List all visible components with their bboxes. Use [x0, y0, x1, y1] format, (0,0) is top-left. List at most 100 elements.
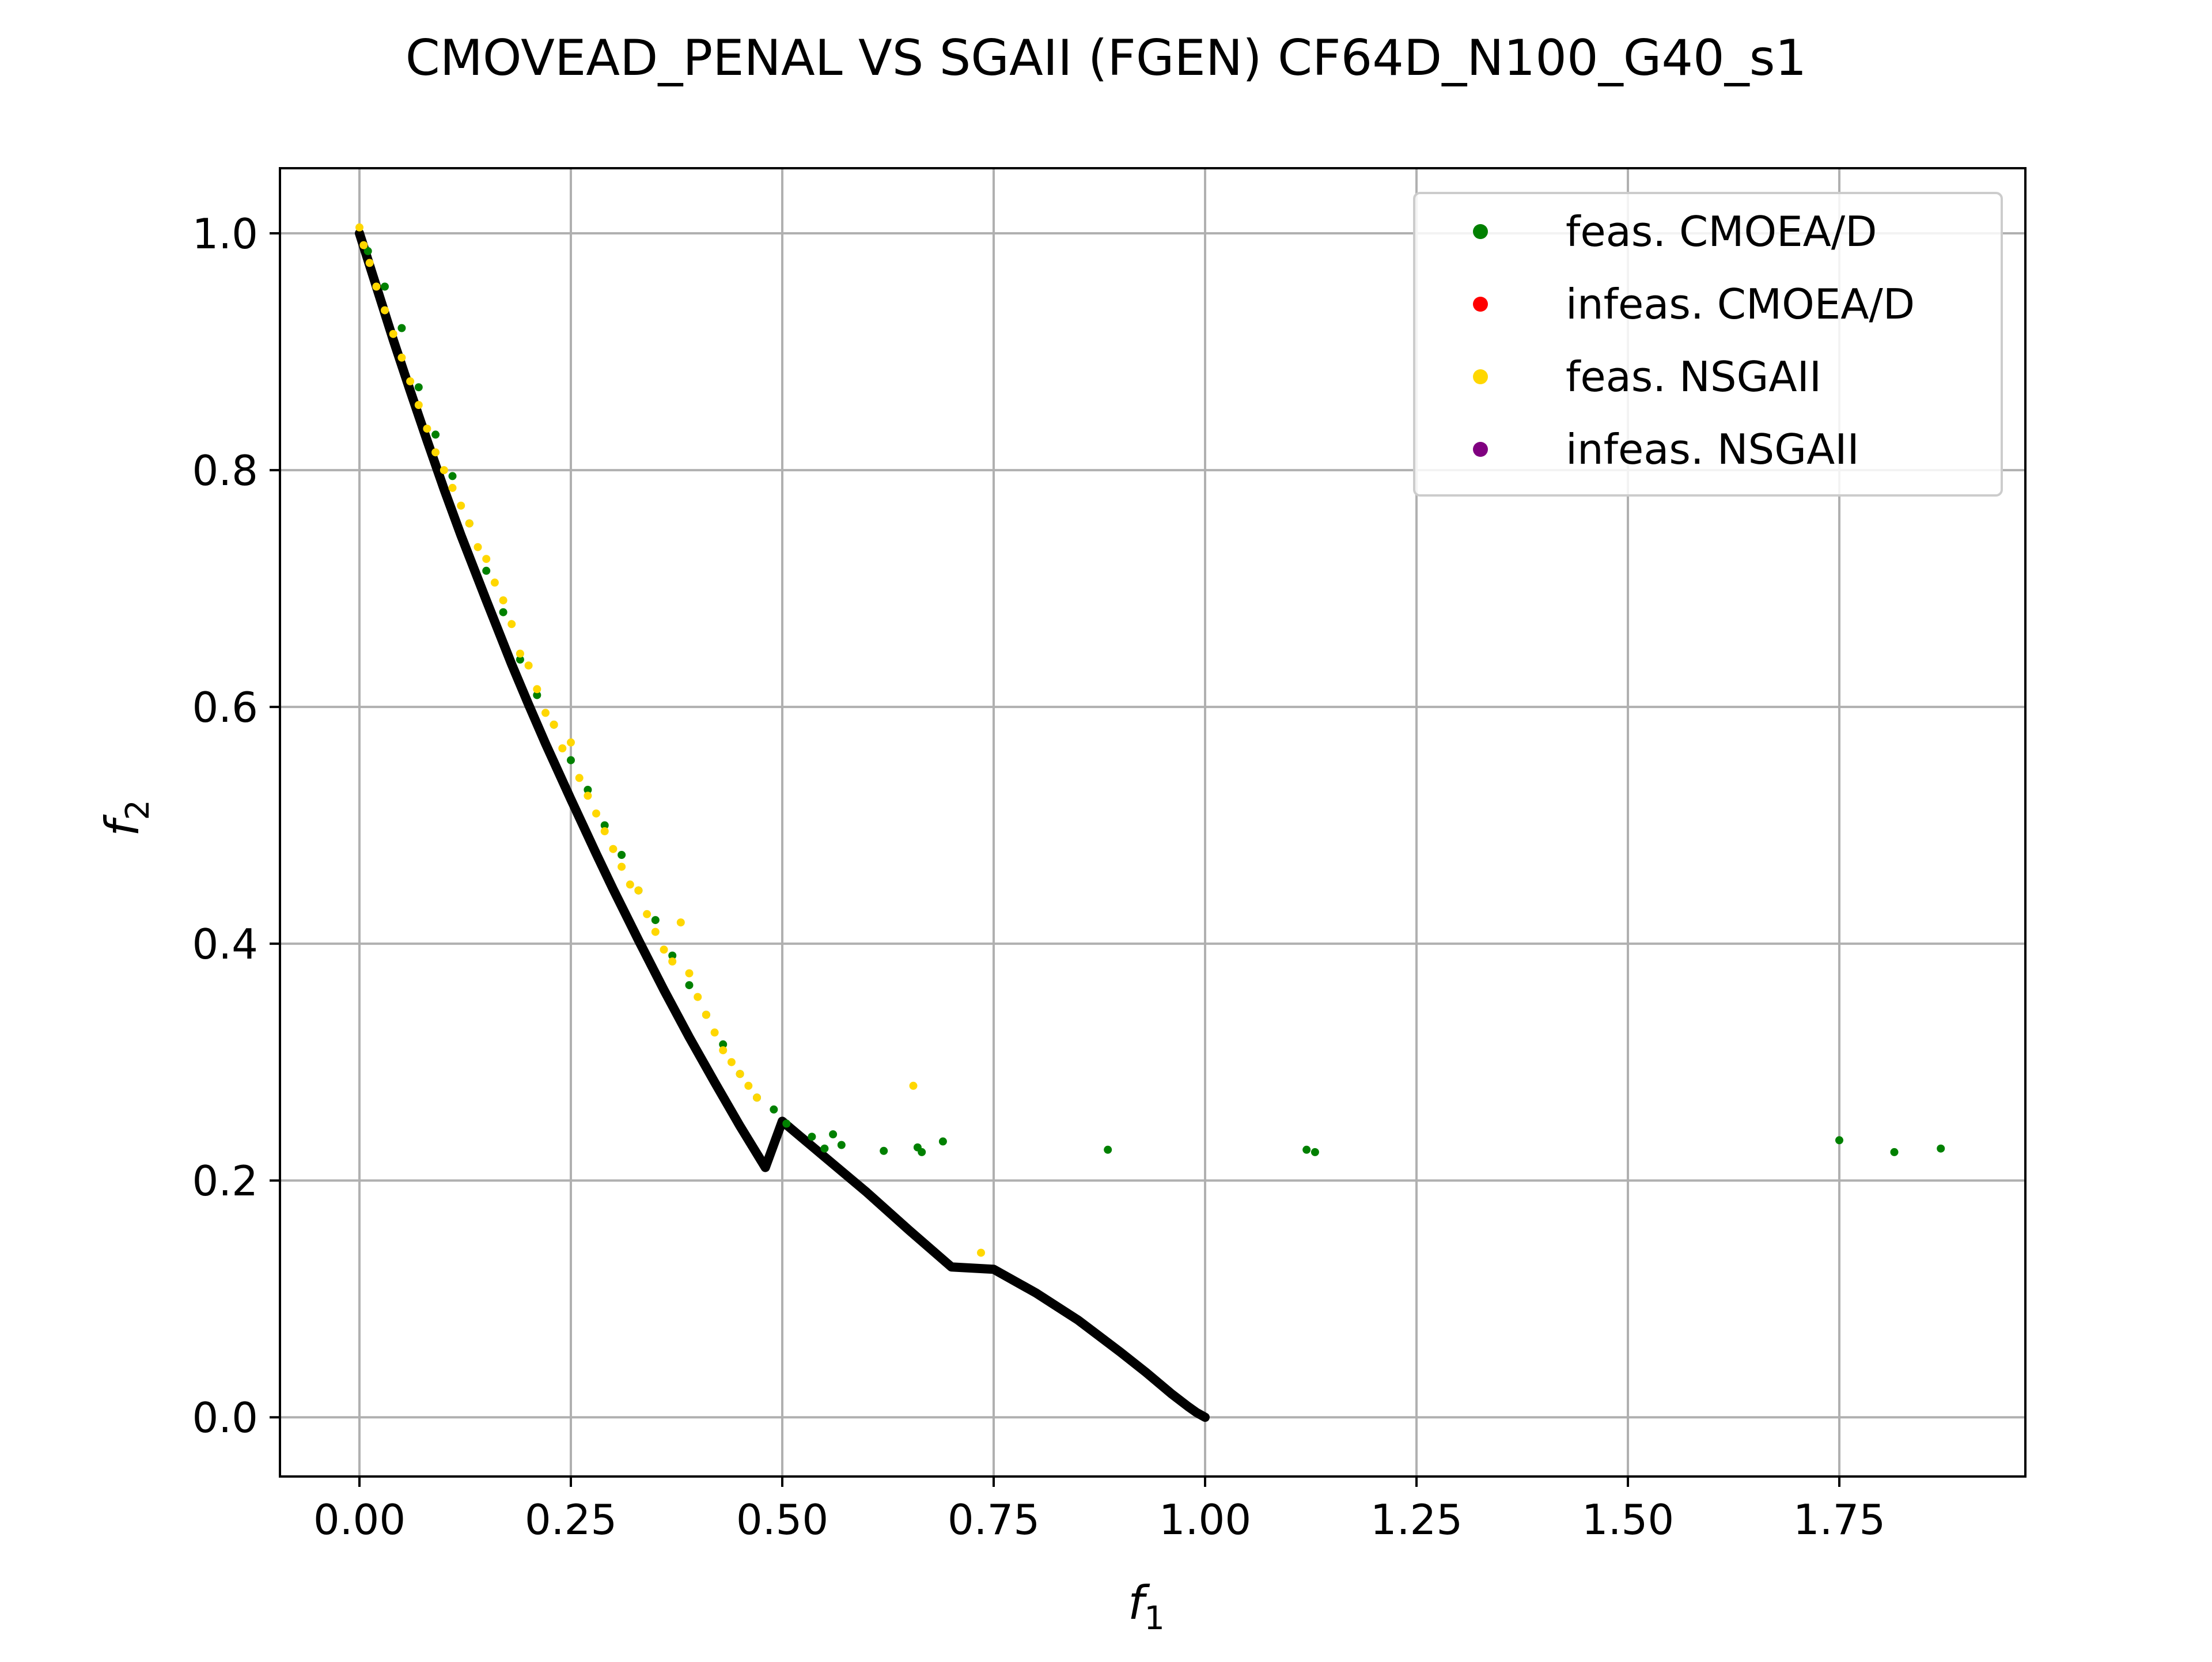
point-series-2: [676, 918, 685, 927]
legend: feas. CMOEA/D infeas. CMOEA/D feas. NSGA…: [1413, 192, 2003, 497]
x-tick-label: 0.50: [736, 1496, 828, 1544]
point-series-2: [634, 886, 643, 895]
point-series-0: [431, 430, 440, 439]
point-series-2: [626, 880, 634, 889]
x-tick-label: 1.50: [1582, 1496, 1674, 1544]
point-series-2: [618, 862, 626, 871]
point-series-0: [1310, 1148, 1319, 1156]
point-series-0: [414, 383, 423, 392]
point-series-0: [782, 1119, 791, 1128]
point-series-2: [710, 1028, 719, 1037]
point-series-2: [465, 519, 474, 528]
chart-title: CMOVEAD_PENAL VS SGAII (FGEN) CF64D_N100…: [406, 29, 1807, 87]
point-series-2: [440, 466, 448, 475]
point-series-2: [575, 774, 584, 782]
point-series-0: [808, 1133, 816, 1141]
y-tick-label: 1.0: [192, 210, 258, 258]
point-series-2: [372, 282, 381, 291]
point-series-0: [618, 851, 626, 859]
point-series-2: [736, 1070, 744, 1078]
point-series-0: [448, 472, 457, 480]
y-tick-label: 0.8: [192, 446, 258, 495]
point-series-2: [355, 223, 363, 232]
point-series-0: [651, 916, 660, 925]
legend-box: [1413, 192, 2003, 497]
legend-label-feas-cmoead: feas. CMOEA/D: [1566, 207, 1877, 256]
y-tick-label: 0.2: [192, 1157, 258, 1205]
point-series-0: [880, 1146, 888, 1155]
legend-label-infeas-cmoead: infeas. CMOEA/D: [1566, 280, 1915, 328]
x-tick-label: 0.25: [525, 1496, 617, 1544]
legend-label-infeas-nsgaii: infeas. NSGAII: [1566, 425, 1859, 474]
legend-marker-feas-cmoead: [1473, 224, 1488, 239]
point-series-0: [499, 608, 507, 616]
y-tick-label: 0.6: [192, 683, 258, 732]
true-pareto-front-line: [355, 229, 1210, 1422]
point-series-0: [397, 324, 406, 332]
point-series-0: [600, 821, 609, 830]
point-series-0: [363, 247, 372, 255]
point-series-0: [829, 1130, 838, 1138]
point-series-0: [381, 282, 389, 291]
legend-marker-infeas-nsgaii: [1473, 442, 1488, 457]
point-series-2: [668, 957, 677, 966]
point-series-2: [744, 1081, 753, 1090]
x-tick-label: 0.00: [313, 1496, 406, 1544]
point-series-0: [685, 981, 694, 990]
x-tick-label: 1.00: [1159, 1496, 1251, 1544]
point-series-2: [524, 661, 533, 670]
point-series-2: [533, 685, 541, 694]
point-series-2: [909, 1081, 918, 1090]
point-series-0: [918, 1148, 926, 1156]
point-series-0: [533, 691, 541, 699]
point-series-2: [685, 969, 694, 978]
point-series-2: [977, 1248, 985, 1257]
point-series-2: [431, 448, 440, 457]
point-series-2: [423, 425, 431, 433]
point-series-2: [516, 649, 524, 658]
plot-area-frame: [279, 167, 2027, 1478]
point-series-2: [397, 353, 406, 362]
point-series-0: [1835, 1136, 1843, 1145]
point-series-0: [516, 655, 524, 664]
point-series-2: [359, 241, 368, 249]
data-points-layer: [355, 223, 1945, 1257]
point-series-2: [702, 1010, 710, 1019]
legend-label-feas-nsgaii: feas. NSGAII: [1566, 353, 1821, 401]
point-series-0: [837, 1141, 846, 1149]
point-series-2: [567, 738, 575, 747]
x-tick-label: 1.75: [1793, 1496, 1885, 1544]
point-series-2: [406, 377, 415, 385]
point-series-2: [694, 993, 702, 1001]
point-series-2: [499, 596, 507, 605]
point-series-0: [1937, 1144, 1945, 1153]
point-series-2: [482, 555, 491, 563]
point-series-0: [668, 951, 677, 960]
point-series-2: [507, 620, 516, 629]
point-series-0: [719, 1040, 728, 1048]
point-series-2: [592, 809, 600, 818]
y-axis-label-subscript: 2: [119, 800, 157, 820]
point-series-2: [474, 543, 482, 551]
true-front-layer: [355, 229, 1210, 1422]
point-series-2: [414, 401, 423, 409]
point-series-2: [719, 1046, 728, 1055]
point-series-2: [541, 709, 550, 717]
point-series-2: [448, 483, 457, 492]
point-series-2: [365, 259, 374, 267]
point-series-2: [660, 945, 668, 954]
point-series-2: [558, 744, 567, 752]
x-tick-label: 0.75: [948, 1496, 1040, 1544]
point-series-2: [651, 927, 660, 936]
y-tick-label: 0.4: [192, 920, 258, 968]
point-series-0: [482, 566, 491, 575]
point-series-0: [567, 756, 575, 764]
point-series-2: [490, 578, 499, 587]
legend-marker-infeas-cmoead: [1473, 297, 1488, 312]
x-axis-label-subscript: 1: [1144, 1600, 1165, 1637]
point-series-0: [938, 1137, 947, 1146]
point-series-2: [600, 827, 609, 835]
point-series-0: [584, 786, 592, 794]
